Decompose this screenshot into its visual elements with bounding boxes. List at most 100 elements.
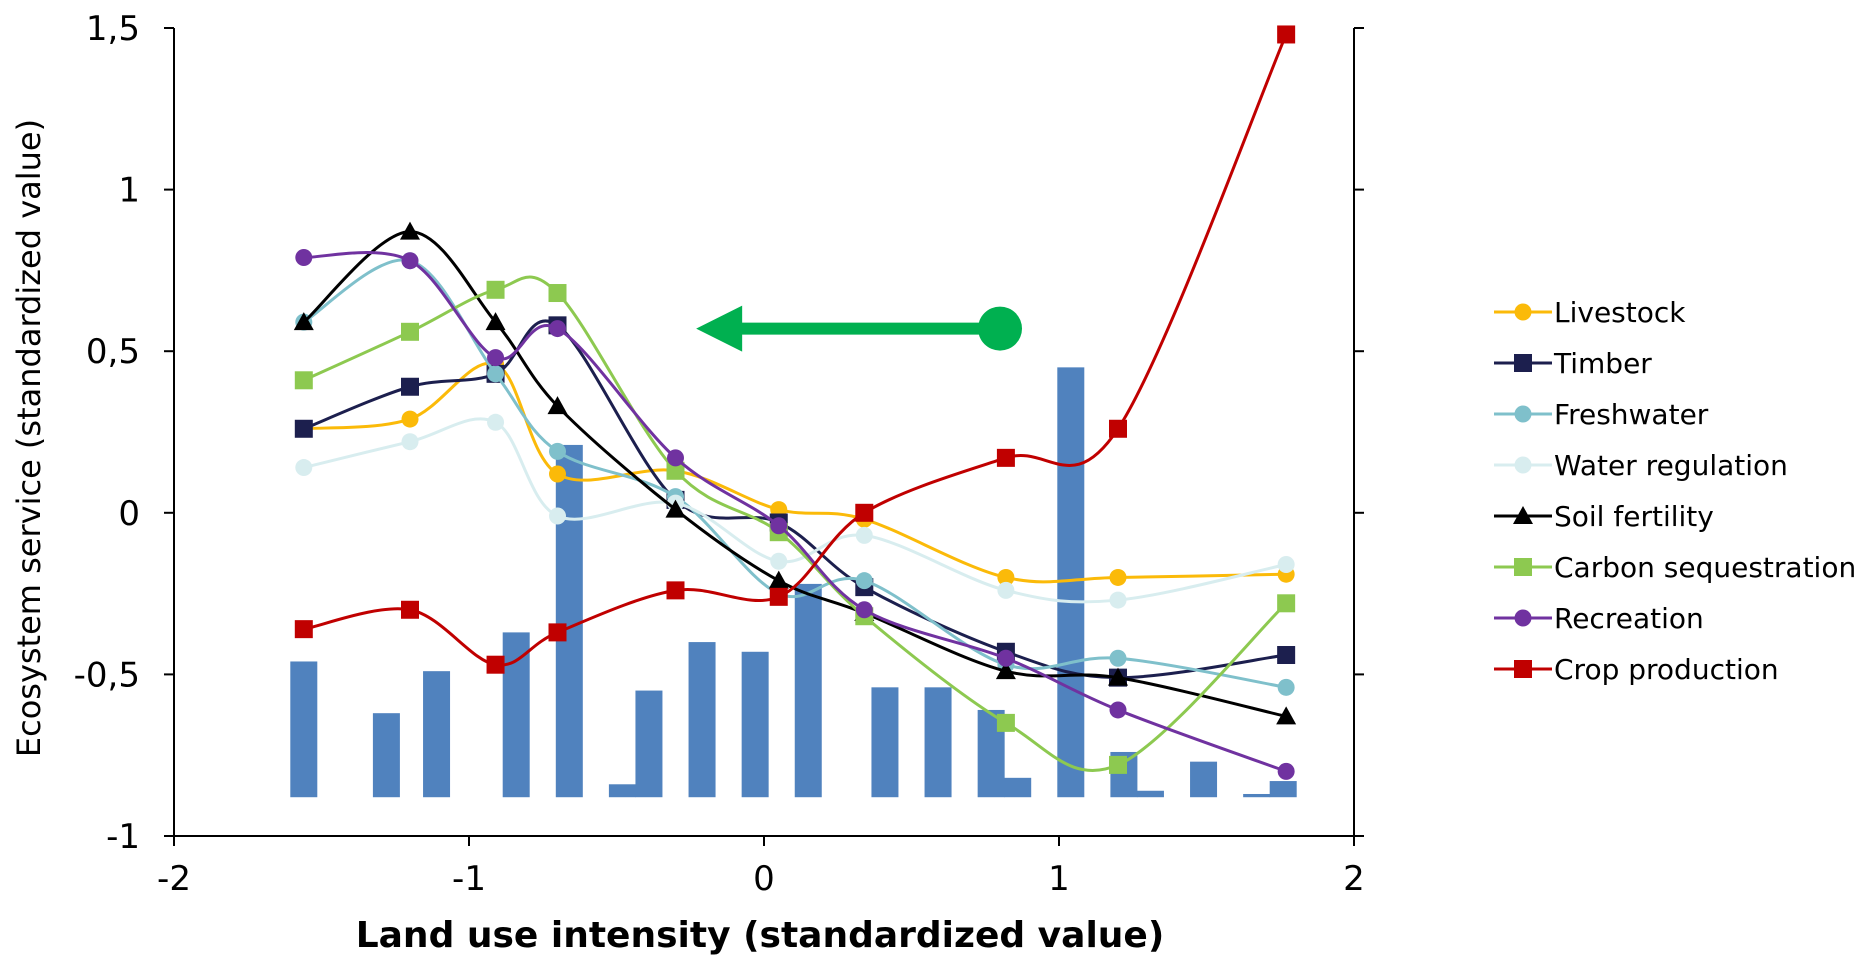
y-tick-label-2: 0	[118, 494, 140, 534]
series-6-point-4	[667, 449, 684, 467]
x-tick-label-1: -1	[452, 859, 486, 899]
series-7-point-5	[769, 587, 788, 606]
legend-swatch-marker-4	[1513, 506, 1533, 524]
legend-item-4: Soil fertility	[1494, 500, 1714, 533]
series-6-point-8	[1109, 701, 1127, 719]
legend-label-5: Carbon sequestration	[1554, 551, 1856, 584]
x-tick-label-4: 2	[1343, 859, 1365, 899]
series-1-point-1	[401, 377, 419, 396]
series-6-point-2	[487, 349, 505, 367]
series-0-point-8	[1109, 568, 1127, 586]
legend-swatch-marker-7	[1514, 660, 1532, 678]
legend-item-6: Recreation	[1494, 602, 1704, 635]
histogram-bar-17	[1190, 761, 1218, 798]
legend-swatch-marker-0	[1514, 303, 1532, 321]
series-6-point-6	[855, 601, 873, 619]
series-line-5	[303, 275, 1288, 772]
legend-item-3: Water regulation	[1494, 449, 1788, 482]
x-axis-title: Land use intensity (standardized value)	[356, 915, 1165, 956]
series-4-point-2	[485, 312, 506, 331]
legend-swatch-marker-3	[1514, 456, 1532, 474]
histogram-bars	[290, 367, 1297, 798]
series-7-point-8	[1109, 419, 1127, 438]
series-7-point-4	[666, 581, 685, 600]
histogram-bar-7	[688, 642, 716, 798]
series-5-point-4	[666, 461, 685, 480]
series-line-3	[303, 417, 1287, 604]
histogram-bar-0	[290, 661, 318, 798]
series-5-point-3	[548, 284, 567, 303]
series-3-point-5	[770, 552, 788, 570]
series-7	[294, 25, 1296, 674]
series-6-point-5	[770, 517, 788, 535]
series-7-point-9	[1277, 25, 1296, 44]
series-6	[295, 248, 1295, 780]
series-7-point-1	[401, 600, 419, 619]
legend-label-2: Freshwater	[1554, 398, 1709, 431]
legend-swatch-marker-5	[1514, 558, 1532, 576]
series-5-point-2	[486, 280, 505, 299]
y-ticks: -1 -0,5 0 0,5 1 1,5	[74, 9, 1364, 857]
series-7-point-2	[486, 655, 505, 674]
series-4-point-8	[1108, 667, 1128, 686]
x-tick-label-2: 0	[753, 859, 775, 899]
legend-item-5: Carbon sequestration	[1494, 551, 1856, 584]
series-5-point-8	[1109, 755, 1127, 774]
series-7-point-3	[548, 623, 567, 642]
series-6-point-1	[401, 252, 419, 270]
series-4-point-0	[293, 312, 314, 331]
y-tick-label-3: 0,5	[86, 332, 140, 372]
series-4-point-9	[1276, 706, 1297, 725]
series-6-point-0	[295, 248, 313, 266]
histogram-bar-4	[555, 444, 583, 798]
series-3-point-7	[997, 581, 1015, 599]
histogram-bar-19	[1269, 781, 1297, 798]
y-tick-label-5: 1,5	[86, 9, 140, 49]
series-2-point-6	[855, 572, 873, 590]
legend: Livestock Timber Freshwater Water regulatio…	[1494, 296, 1856, 686]
legend-item-2: Freshwater	[1494, 398, 1709, 431]
histogram-bar-1	[372, 713, 400, 798]
histogram-bar-11	[924, 687, 952, 798]
series-5-point-9	[1277, 594, 1296, 613]
series-lines	[293, 25, 1297, 780]
legend-label-3: Water regulation	[1554, 449, 1788, 482]
series-5-point-7	[996, 713, 1015, 732]
legend-label-7: Crop production	[1554, 653, 1779, 686]
legend-label-6: Recreation	[1554, 602, 1704, 635]
series-1-point-9	[1277, 646, 1296, 665]
legend-swatch-marker-1	[1514, 354, 1532, 372]
series-0-point-7	[997, 568, 1015, 586]
series-4-point-4	[665, 499, 686, 518]
legend-swatch-marker-6	[1514, 609, 1532, 627]
series-5-point-1	[401, 322, 419, 341]
series-line-7	[303, 33, 1288, 667]
series-line-6	[303, 250, 1287, 773]
y-axis-title: Ecosystem service (standardized value)	[10, 119, 48, 757]
series-line-0	[303, 361, 1287, 584]
series-3-point-3	[549, 507, 566, 525]
legend-swatch-marker-2	[1514, 405, 1532, 423]
x-tick-label-0: -2	[157, 859, 191, 899]
series-0-point-3	[549, 465, 566, 483]
series-6-point-7	[997, 649, 1015, 667]
series-line-1	[303, 319, 1287, 680]
series-3-point-0	[295, 459, 313, 477]
histogram-bar-9	[794, 583, 822, 798]
histogram-bar-5	[608, 784, 636, 798]
legend-label-4: Soil fertility	[1554, 500, 1714, 533]
annotation-arrow	[696, 305, 1022, 352]
histogram-bar-16	[1136, 790, 1164, 798]
histogram-bar-3	[502, 632, 530, 798]
series-3-point-8	[1109, 591, 1127, 609]
histogram-bar-8	[741, 651, 769, 798]
x-tick-label-3: 1	[1048, 859, 1070, 899]
series-3-point-9	[1277, 556, 1295, 574]
series-7-point-6	[855, 503, 874, 522]
series-5-point-0	[294, 371, 313, 390]
arrow-head	[696, 305, 743, 352]
series-3-point-6	[855, 526, 873, 544]
series-line-4	[302, 230, 1287, 718]
histogram-bar-13	[1004, 777, 1032, 798]
